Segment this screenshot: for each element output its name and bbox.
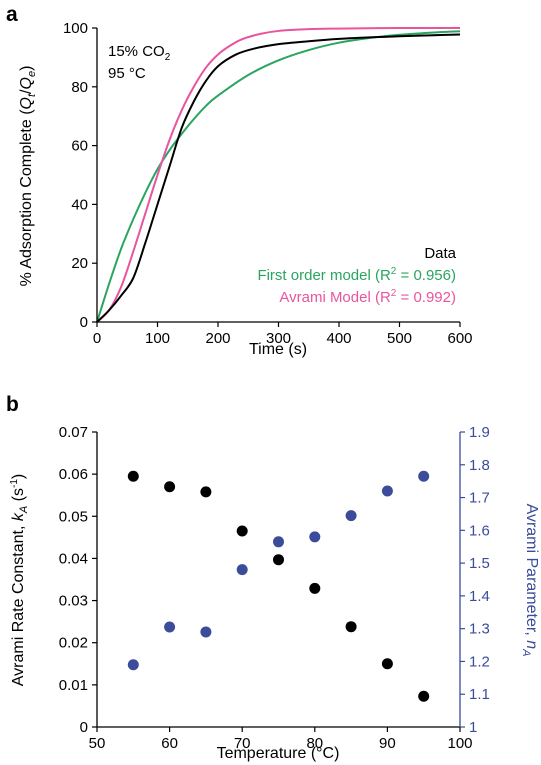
avrami-parameter-point [309,531,321,543]
panel-a-x-tick-label: 200 [205,330,230,347]
panel-b-x-tick-label: 80 [306,735,323,752]
panel-b-right-y-tick-label: 1.4 [469,588,490,605]
panel-a-y-tick-label: 40 [71,196,88,213]
panel-a-x-axis-title: Time (s) [249,341,307,358]
panel-a-y-ticks: 0 20 40 60 80 100 [63,20,97,331]
panel-b-left-y-tick-label: 0.05 [59,508,88,525]
panel-b-right-y-ticks: 1 1.1 1.2 1.3 1.4 1.5 1.6 1.7 1.8 1.9 [460,424,490,736]
panel-b-left-y-ticks: 0 0.01 0.02 0.03 0.04 0.05 0.06 0.07 [59,424,97,736]
panel-b-x-tick-label: 90 [379,735,396,752]
condition-temperature: 95 °C [108,65,146,82]
panel-b-right-y-tick-label: 1.2 [469,653,490,670]
panel-b-right-y-axis-title: Avrami Parameter, nA [520,504,540,657]
panel-b-left-y-tick-label: 0.07 [59,424,88,441]
series-data-line [96,33,461,323]
panel-b-label: b [6,393,19,416]
panel-b-right-y-tick-label: 1.9 [469,424,490,441]
legend-avrami: Avrami Model (R2 = 0.992) [279,288,456,306]
panel-b-plot-area [127,470,430,702]
rate-constant-point [127,470,139,482]
panel-b-left-y-tick-label: 0.02 [59,635,88,652]
panel-a-x-tick-label: 400 [326,330,351,347]
panel-b-left-y-tick-label: 0.04 [59,550,88,567]
panel-b-right-y-tick-label: 1.6 [469,522,490,539]
panel-a-y-tick-label: 100 [63,20,88,37]
avrami-parameter-point [200,626,212,638]
panel-b-x-axis-title: Temperature (°C) [217,745,340,762]
rate-constant-point [236,525,248,537]
panel-b-x-ticks: 50 60 70 80 90 100 [89,727,473,752]
rate-constant-point [309,582,321,594]
panel-b-right-y-tick-label: 1.1 [469,686,490,703]
panel-b: b 50 60 70 80 90 100 0 0.01 0.02 0.03 0.04 0.05 0.0… [6,393,540,762]
panel-a-y-tick-label: 60 [71,138,88,155]
panel-b-left-y-tick-label: 0.03 [59,593,88,610]
panel-a-plot-area [96,26,461,323]
panel-b-right-y-tick-label: 1.7 [469,490,490,507]
avrami-parameter-point [273,536,284,548]
panel-a-y-axis-title: % Adsorption Complete (Qt/Qe) [18,66,38,287]
panel-a-x-tick-label: 300 [266,330,291,347]
legend-first-order: First order model (R2 = 0.956) [257,266,456,284]
rate-constant-point [418,690,430,702]
legend-data: Data [424,245,456,262]
panel-a-x-tick-label: 100 [145,330,170,347]
panel-b-right-y-tick-label: 1.3 [469,621,490,638]
avrami-parameter-point [381,485,393,497]
avrami-parameter-point [236,564,248,576]
avrami-parameter-point [345,510,357,522]
panel-b-right-y-tick-label: 1 [469,719,477,736]
panel-b-left-y-tick-label: 0 [80,719,88,736]
avrami-parameter-point [164,621,176,633]
panel-b-x-tick-label: 50 [89,735,106,752]
panel-b-right-y-tick-label: 1.8 [469,457,490,474]
panel-a-x-tick-label: 500 [387,330,412,347]
panel-a: a 0 100 200 300 400 500 600 0 20 40 60 80 100 Time … [6,3,473,358]
panel-b-right-y-tick-label: 1.5 [469,555,490,572]
rate-constant-point [164,481,176,493]
panel-b-x-tick-label: 100 [447,735,472,752]
panel-b-x-tick-label: 60 [161,735,178,752]
rate-constant-point [200,486,212,498]
rate-constant-point [273,554,284,566]
panel-a-label: a [6,3,18,26]
avrami-parameter-point [418,470,430,482]
panel-a-y-tick-label: 0 [80,314,88,331]
panel-b-left-y-tick-label: 0.01 [59,677,88,694]
condition-gas: 15% CO2 [108,43,171,63]
rate-constant-point [345,621,357,633]
panel-a-y-tick-label: 20 [71,255,88,272]
panel-b-x-tick-label: 70 [234,735,251,752]
panel-a-x-tick-label: 0 [93,330,101,347]
series-avrami-line [96,26,461,323]
panel-a-y-tick-label: 80 [71,79,88,96]
rate-constant-point [381,658,393,670]
panel-a-x-tick-label: 600 [447,330,472,347]
panel-b-left-y-axis-title: Avrami Rate Constant, kA (s-1) [9,474,30,686]
panel-a-x-ticks: 0 100 200 300 400 500 600 [93,322,473,347]
avrami-parameter-point [127,659,139,671]
panel-b-left-y-tick-label: 0.06 [59,466,88,483]
